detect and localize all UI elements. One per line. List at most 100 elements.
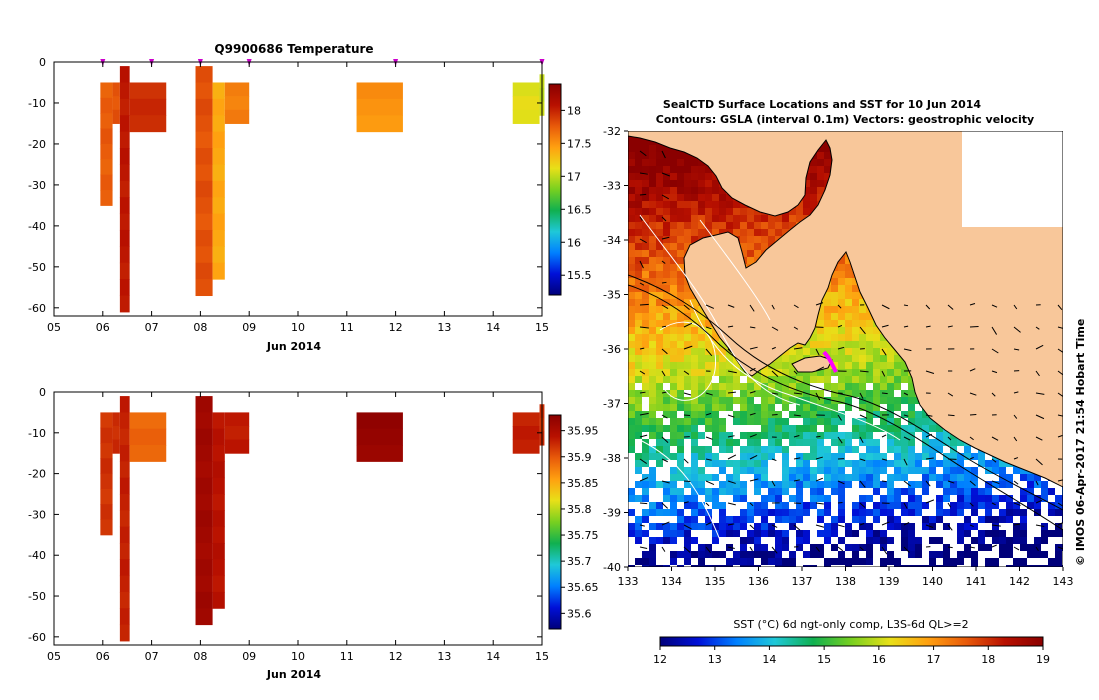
sst-pixel xyxy=(824,334,831,341)
sst-pixel xyxy=(635,320,642,327)
sst-pixel xyxy=(656,376,663,383)
sst-pixel xyxy=(642,313,649,320)
sst-pixel xyxy=(859,509,866,516)
sst-pixel xyxy=(712,495,719,502)
velocity-vector xyxy=(815,435,821,438)
depth-bin xyxy=(129,115,167,133)
sst-pixel xyxy=(866,390,873,397)
sst-pixel xyxy=(817,313,824,320)
sst-pixel xyxy=(852,348,859,355)
sst-pixel xyxy=(691,299,698,306)
sst-pixel xyxy=(712,208,719,215)
sst-pixel xyxy=(922,488,929,495)
sst-pixel xyxy=(635,495,642,502)
depth-bin xyxy=(100,128,113,145)
sst-pixel xyxy=(684,166,691,173)
sst-pixel xyxy=(761,243,768,250)
sst-pixel xyxy=(803,348,810,355)
velocity-vector xyxy=(661,436,669,443)
sst-pixel xyxy=(698,565,705,567)
sst-pixel xyxy=(803,180,810,187)
sst-pixel xyxy=(663,208,670,215)
depth-bin xyxy=(119,82,130,100)
sst-pixel xyxy=(698,397,705,404)
sst-pixel xyxy=(789,439,796,446)
sst-pixel xyxy=(677,383,684,390)
sst-pixel xyxy=(712,460,719,467)
velocity-vector xyxy=(793,370,798,375)
sst-pixel xyxy=(873,460,880,467)
sst-pixel xyxy=(824,306,831,313)
sst-pixel xyxy=(859,383,866,390)
sst-pixel xyxy=(677,341,684,348)
sst-pixel xyxy=(859,467,866,474)
sst-pixel xyxy=(768,425,775,432)
sst-pixel xyxy=(642,138,649,145)
sst-pixel xyxy=(845,474,852,481)
sst-pixel xyxy=(922,439,929,446)
sst-pixel xyxy=(733,201,740,208)
sst-pixel xyxy=(852,390,859,397)
sst-pixel xyxy=(677,215,684,222)
sst-pixel xyxy=(845,432,852,439)
sst-pixel xyxy=(712,173,719,180)
sst-pixel xyxy=(635,250,642,257)
sst-pixel xyxy=(1027,551,1034,558)
sst-pixel xyxy=(670,299,677,306)
sst-pixel xyxy=(859,425,866,432)
sst-pixel xyxy=(663,187,670,194)
sst-pixel xyxy=(663,271,670,278)
sst-pixel xyxy=(929,558,936,565)
sst-pixel xyxy=(831,425,838,432)
sst-pixel xyxy=(677,453,684,460)
sst-pixel xyxy=(971,537,978,544)
velocity-vector xyxy=(705,304,715,309)
sst-pixel xyxy=(831,306,838,313)
sst-pixel xyxy=(880,453,887,460)
velocity-vector xyxy=(705,392,713,396)
sst-pixel xyxy=(754,383,761,390)
sst-pixel xyxy=(642,509,649,516)
depth-bin xyxy=(195,575,213,593)
sst-pixel xyxy=(747,565,754,567)
depth-bin xyxy=(195,608,213,626)
velocity-vector xyxy=(639,524,645,527)
sst-pixel xyxy=(768,495,775,502)
sst-pixel xyxy=(915,418,922,425)
sst-pixel xyxy=(866,558,873,565)
depth-bin xyxy=(356,445,403,462)
sst-pixel xyxy=(852,362,859,369)
data-cell xyxy=(195,66,213,297)
velocity-vector xyxy=(1057,435,1063,438)
sst-pixel xyxy=(859,313,866,320)
sst-pixel xyxy=(635,425,642,432)
velocity-vector xyxy=(881,324,889,328)
sst-pixel xyxy=(733,376,740,383)
sst-pixel xyxy=(649,173,656,180)
sst-pixel xyxy=(649,222,656,229)
sst-pixel xyxy=(901,509,908,516)
sst-pixel xyxy=(852,306,859,313)
sst-pixel xyxy=(642,474,649,481)
sst-pixel xyxy=(845,565,852,567)
sst-pixel xyxy=(810,474,817,481)
sst-pixel xyxy=(831,285,838,292)
sst-pixel xyxy=(1062,243,1063,250)
sst-pixel xyxy=(691,334,698,341)
sst-pixel xyxy=(761,530,768,537)
sst-pixel xyxy=(635,278,642,285)
sst-pixel xyxy=(670,257,677,264)
sst-pixel xyxy=(845,369,852,376)
sst-pixel xyxy=(838,397,845,404)
sst-pixel xyxy=(698,474,705,481)
sst-pixel xyxy=(1062,530,1063,537)
sst-pixel xyxy=(845,306,852,313)
sst-pixel xyxy=(859,362,866,369)
velocity-vector xyxy=(727,523,735,526)
sst-pixel xyxy=(663,362,670,369)
sst-pixel xyxy=(964,502,971,509)
sst-pixel xyxy=(824,425,831,432)
velocity-vector xyxy=(1035,524,1045,527)
sst-pixel xyxy=(1034,544,1041,551)
sst-pixel xyxy=(768,488,775,495)
